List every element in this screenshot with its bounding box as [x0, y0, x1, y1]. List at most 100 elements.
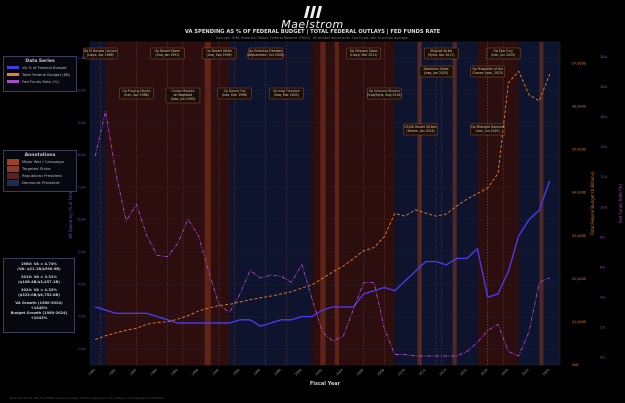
x-tick-label: 1980 — [87, 368, 96, 377]
annotation-box — [418, 65, 454, 78]
left-tick-label: 9.0% — [78, 121, 86, 125]
x-tick-label: 2008 — [377, 368, 386, 377]
x-tick-label: 2000 — [294, 368, 303, 377]
annotation-text: Op Midnight Hammer (Iran, Jun 2025) — [471, 125, 505, 133]
right1-tick-label: $0B — [572, 363, 579, 367]
x-tick-label: 1986 — [149, 368, 158, 377]
legend-item: Total Federal Budget ($B) — [4, 71, 76, 78]
right2-tick-label: 18% — [600, 85, 607, 89]
x-tick-label: 1992 — [211, 368, 220, 377]
x-tick-label: 1998 — [273, 368, 282, 377]
annotation-text: Soleimani Strike (Iraq, Jan 2020) — [423, 67, 448, 75]
annotation-text: Op Iraqi Freedom (Iraq, Mar 2003) — [273, 89, 300, 97]
right2-tick-label: 12% — [600, 175, 607, 179]
x-tick-label: 2006 — [356, 368, 365, 377]
annotation-text: Op Inherent Resolve (Iraq/Syria, Aug 2014… — [367, 89, 401, 97]
brand-name: Maelstrom — [281, 18, 344, 31]
annotation-legend-label: Major War / Campaign — [22, 159, 65, 164]
annotation-swatch — [7, 172, 19, 179]
annotation-legend-label: Targeted Strike — [22, 166, 51, 171]
legend-swatch — [7, 80, 19, 83]
annotation-legend-label: Democrat President — [22, 180, 60, 185]
right2-tick-label: 4% — [600, 295, 605, 299]
left-tick-label: 2.0% — [78, 347, 86, 351]
left-tick-label: 6.0% — [78, 218, 86, 222]
annotation-text: Cruise Missiles on Baghdad (Iraq, Jun 1993… — [171, 89, 195, 101]
right1-tick-label: $7,000B — [572, 62, 587, 66]
legend-label: VA % of Federal Budget — [22, 65, 67, 70]
right1-tick-label: $1,000B — [572, 320, 587, 324]
presidency-band — [477, 42, 519, 365]
right2-tick-label: 16% — [600, 115, 607, 119]
annotation-text: Op Odyssey Dawn (Libya, Mar 2011) — [350, 49, 378, 57]
annotation-box — [367, 87, 402, 100]
annotation-swatch — [7, 179, 19, 186]
legend-item: VA % of Federal Budget — [4, 64, 76, 71]
chart-subtitle: Sources: OMB Historical Tables, Federal … — [216, 36, 409, 40]
chart-title: VA SPENDING AS % OF FEDERAL BUDGET | TOT… — [184, 29, 441, 35]
annotation-box — [165, 87, 201, 104]
annotation-text: Op Enduring Freedom (Afghanistan, Oct 200… — [247, 49, 284, 57]
right1-tick-label: $5,000B — [572, 148, 587, 152]
x-tick-label: 1988 — [170, 368, 179, 377]
annotation-text: Shayrat Strike (Syria, Apr 2017) — [428, 49, 454, 57]
war-band — [452, 42, 457, 365]
stat-1980: 1980: VA = 4.74% (VA: $21.1B/$590.9B) — [17, 262, 61, 271]
left-tick-label: 7.0% — [78, 185, 86, 189]
x-tick-label: 1996 — [253, 368, 262, 377]
annotations-legend: Annotations Major War / Campaign Targeted… — [3, 150, 77, 192]
annotation-swatch — [7, 165, 19, 172]
right2-tick-label: 6% — [600, 265, 605, 269]
x-tick-label: 2002 — [315, 368, 324, 377]
annotation-legend-item: Republican President — [4, 172, 76, 179]
annotation-box — [217, 87, 252, 100]
war-band — [320, 42, 326, 365]
annotation-legend-item: Major War / Campaign — [4, 158, 76, 165]
x-tick-label: 1994 — [232, 368, 241, 377]
right2-tick-label: 0% — [600, 355, 605, 359]
series-line — [94, 180, 551, 327]
right2-tick-label: 8% — [600, 235, 605, 239]
right2-tick-label: 2% — [600, 325, 605, 329]
annotation-text: US/UK Houthi Strikes (Yemen, Jan 2024) — [404, 125, 437, 133]
presidency-band — [394, 42, 478, 365]
legend-label: Total Federal Budget ($B) — [22, 72, 71, 77]
x-tick-label: 1982 — [108, 368, 117, 377]
x-axis-title: Fiscal Year — [310, 381, 341, 387]
series-line — [95, 70, 551, 340]
annotation-text: Op Desert Strike (Iraq, Sep 1996) — [206, 49, 232, 57]
stats-box: 1980: VA = 4.74% (VA: $21.1B/$590.9B) 20… — [3, 258, 75, 333]
annotation-box — [119, 87, 154, 100]
war-band — [204, 42, 211, 365]
logo-bars-icon — [303, 6, 322, 18]
legend-title: Data Series — [25, 59, 55, 64]
war-band — [334, 42, 339, 365]
left-tick-label: 5.0% — [78, 250, 86, 254]
right1-tick-label: $3,000B — [572, 234, 587, 238]
annotation-box — [150, 47, 185, 60]
annotation-legend-item: Targeted Strike — [4, 165, 76, 172]
left-tick-label: 11.0% — [76, 56, 86, 60]
x-tick-label: 2020 — [500, 368, 509, 377]
annotation-box — [424, 47, 459, 60]
annotation-box — [248, 47, 283, 60]
annotation-box — [201, 47, 237, 60]
right1-tick-label: $2,000B — [572, 277, 587, 281]
right1-tick-label: $6,000B — [572, 105, 587, 109]
legend-swatch — [7, 73, 19, 76]
right1-tick-label: $4,000B — [572, 191, 587, 195]
annotation-legend-item: Democrat President — [4, 179, 76, 186]
annotation-text: Op Epic Fury (Iran, Jun 2025) — [491, 49, 515, 57]
annotation-text: Op Praying Mantis (Iran, Apr 1988) — [122, 89, 151, 97]
stat-growth: VA Growth (1980-2024) +1440% Budget Grow… — [10, 301, 68, 320]
left-tick-label: 4.0% — [78, 282, 86, 286]
annotation-box — [403, 123, 438, 136]
x-tick-label: 1990 — [191, 368, 200, 377]
annotation-text: Op Prosperity of the Chosen (Iran, 2025) — [472, 67, 503, 75]
x-tick-label: 1984 — [129, 368, 138, 377]
annotation-text: Op Desert Fox (Iraq, Dec 1998) — [222, 89, 247, 97]
left-tick-label: 3.0% — [78, 315, 86, 319]
x-tick-label: 2012 — [418, 368, 427, 377]
annotation-text: Op Desert Storm (Iraq, Jan 1991) — [154, 49, 180, 57]
y-axis-right1-title: Total Federal Budget ($ Billions) — [590, 171, 595, 236]
